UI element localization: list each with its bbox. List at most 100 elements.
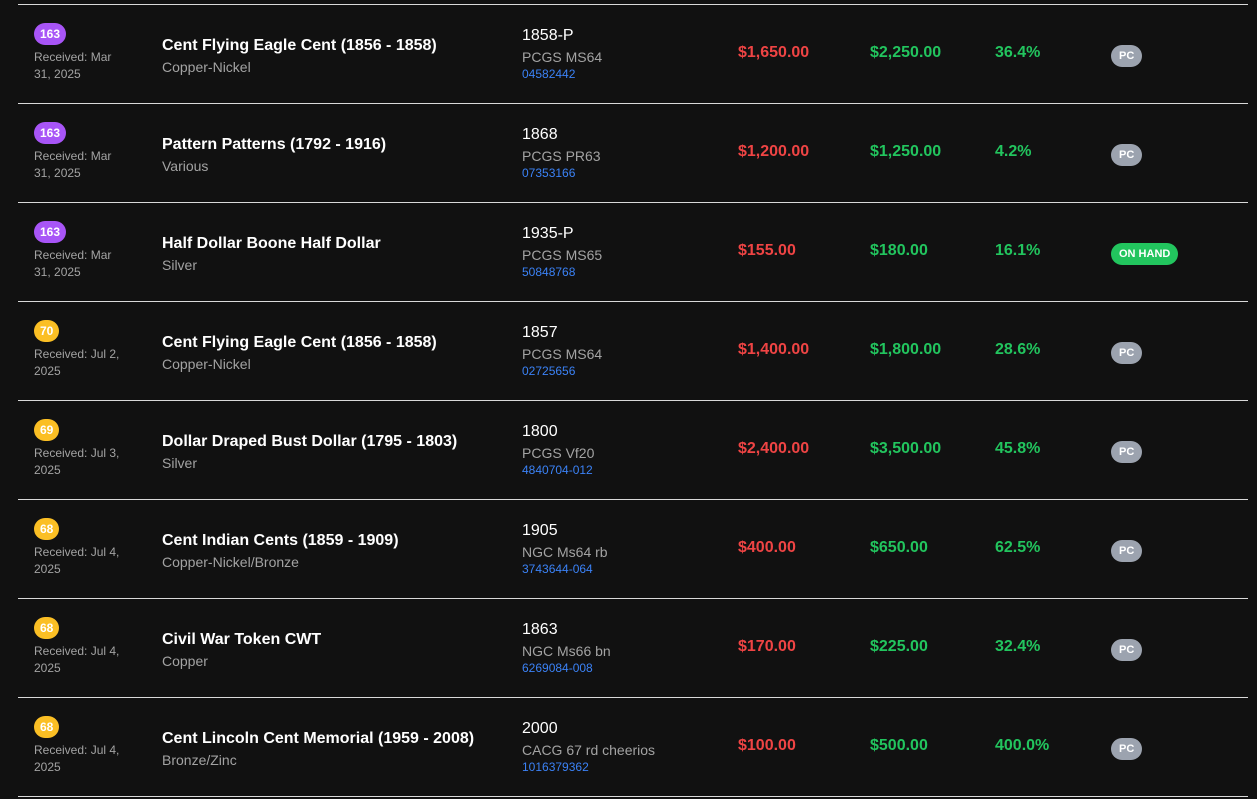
age-cell: 68 Received: Jul 4, 2025 (34, 617, 144, 677)
status-cell: ON HAND (1111, 243, 1179, 265)
coin-metal: Copper-Nickel (162, 356, 251, 372)
cert-link[interactable]: 07353166 (522, 166, 576, 180)
age-cell: 70 Received: Jul 2, 2025 (34, 320, 144, 380)
received-date: Received: Jul 3, 2025 (34, 446, 120, 477)
age-cell: 68 Received: Jul 4, 2025 (34, 518, 144, 578)
age-badge: 70 (34, 320, 60, 342)
status-cell: PC (1111, 342, 1143, 364)
status-cell: PC (1111, 45, 1143, 67)
coin-year: 1857 (522, 324, 558, 341)
age-badge: 69 (34, 419, 60, 441)
received-date: Received: Mar 31, 2025 (34, 248, 112, 279)
market-value: $225.00 (870, 638, 928, 655)
status-badge[interactable]: PC (1111, 540, 1143, 562)
market-value: $3,500.00 (870, 440, 942, 457)
coin-title: Half Dollar Boone Half Dollar (162, 235, 381, 252)
status-cell: PC (1111, 540, 1143, 562)
cert-link[interactable]: 4840704-012 (522, 463, 593, 477)
coin-metal: Silver (162, 257, 198, 273)
coin-grade: CACG 67 rd cheerios (522, 742, 656, 758)
grade-cell: 1935-P PCGS MS65 50848768 (522, 224, 722, 280)
status-badge[interactable]: PC (1111, 45, 1143, 67)
description-cell: Pattern Patterns (1792 - 1916) Various (162, 135, 502, 175)
cost-value: $100.00 (738, 737, 796, 754)
coin-grade: PCGS Vf20 (522, 445, 595, 461)
cert-link[interactable]: 6269084-008 (522, 661, 593, 675)
coin-year: 1905 (522, 522, 558, 539)
table-row[interactable]: 163 Received: Mar 31, 2025 Cent Flying E… (18, 5, 1248, 104)
market-value: $1,250.00 (870, 143, 942, 160)
received-date: Received: Jul 2, 2025 (34, 347, 120, 378)
description-cell: Cent Flying Eagle Cent (1856 - 1858) Cop… (162, 36, 502, 76)
inventory-table: 163 Received: Mar 31, 2025 Cent Flying E… (18, 0, 1248, 797)
market-value: $500.00 (870, 737, 928, 754)
status-badge[interactable]: PC (1111, 144, 1143, 166)
coin-title: Cent Flying Eagle Cent (1856 - 1858) (162, 334, 437, 351)
description-cell: Cent Indian Cents (1859 - 1909) Copper-N… (162, 531, 502, 571)
age-cell: 163 Received: Mar 31, 2025 (34, 122, 144, 182)
cert-link[interactable]: 50848768 (522, 265, 576, 279)
cert-link[interactable]: 02725656 (522, 364, 576, 378)
cost-value: $1,650.00 (738, 44, 810, 61)
received-date: Received: Mar 31, 2025 (34, 149, 112, 180)
coin-title: Pattern Patterns (1792 - 1916) (162, 136, 387, 153)
status-badge[interactable]: PC (1111, 639, 1143, 661)
status-cell: PC (1111, 144, 1143, 166)
coin-metal: Copper (162, 653, 208, 669)
status-badge[interactable]: PC (1111, 441, 1143, 463)
grade-cell: 1863 NGC Ms66 bn 6269084-008 (522, 620, 722, 676)
gain-percent: 400.0% (995, 737, 1050, 754)
gain-percent: 16.1% (995, 242, 1041, 259)
status-cell: PC (1111, 441, 1143, 463)
cert-link[interactable]: 04582442 (522, 67, 576, 81)
coin-year: 1868 (522, 126, 558, 143)
coin-year: 2000 (522, 720, 558, 737)
status-badge[interactable]: PC (1111, 342, 1143, 364)
status-cell: PC (1111, 738, 1143, 760)
description-cell: Civil War Token CWT Copper (162, 630, 502, 670)
cost-value: $1,400.00 (738, 341, 810, 358)
age-cell: 68 Received: Jul 4, 2025 (34, 716, 144, 776)
market-value: $650.00 (870, 539, 928, 556)
table-row[interactable]: 68 Received: Jul 4, 2025 Cent Lincoln Ce… (18, 698, 1248, 797)
table-row[interactable]: 69 Received: Jul 3, 2025 Dollar Draped B… (18, 401, 1248, 500)
table-row[interactable]: 163 Received: Mar 31, 2025 Half Dollar B… (18, 203, 1248, 302)
coin-title: Civil War Token CWT (162, 631, 322, 648)
coin-metal: Copper-Nickel (162, 59, 251, 75)
received-date: Received: Mar 31, 2025 (34, 50, 112, 81)
description-cell: Cent Lincoln Cent Memorial (1959 - 2008)… (162, 729, 502, 769)
cert-link[interactable]: 3743644-064 (522, 562, 593, 576)
gain-percent: 36.4% (995, 44, 1041, 61)
coin-metal: Silver (162, 455, 198, 471)
coin-title: Dollar Draped Bust Dollar (1795 - 1803) (162, 433, 458, 450)
cost-value: $1,200.00 (738, 143, 810, 160)
cost-value: $155.00 (738, 242, 796, 259)
status-cell: PC (1111, 639, 1143, 661)
status-badge[interactable]: PC (1111, 738, 1143, 760)
cost-value: $400.00 (738, 539, 796, 556)
cert-link[interactable]: 1016379362 (522, 760, 589, 774)
coin-grade: PCGS MS64 (522, 346, 603, 362)
coin-year: 1858-P (522, 27, 574, 44)
table-row[interactable]: 70 Received: Jul 2, 2025 Cent Flying Eag… (18, 302, 1248, 401)
table-row[interactable]: 68 Received: Jul 4, 2025 Civil War Token… (18, 599, 1248, 698)
coin-title: Cent Lincoln Cent Memorial (1959 - 2008) (162, 730, 475, 747)
grade-cell: 1857 PCGS MS64 02725656 (522, 323, 722, 379)
coin-title: Cent Indian Cents (1859 - 1909) (162, 532, 399, 549)
table-row[interactable]: 68 Received: Jul 4, 2025 Cent Indian Cen… (18, 500, 1248, 599)
grade-cell: 1800 PCGS Vf20 4840704-012 (522, 422, 722, 478)
received-date: Received: Jul 4, 2025 (34, 644, 120, 675)
market-value: $2,250.00 (870, 44, 942, 61)
received-date: Received: Jul 4, 2025 (34, 743, 120, 774)
status-badge[interactable]: ON HAND (1111, 243, 1179, 265)
age-cell: 163 Received: Mar 31, 2025 (34, 23, 144, 83)
age-badge: 163 (34, 221, 67, 243)
table-row[interactable]: 163 Received: Mar 31, 2025 Pattern Patte… (18, 104, 1248, 203)
gain-percent: 28.6% (995, 341, 1041, 358)
description-cell: Half Dollar Boone Half Dollar Silver (162, 234, 502, 274)
gain-percent: 32.4% (995, 638, 1041, 655)
grade-cell: 1858-P PCGS MS64 04582442 (522, 26, 722, 82)
age-badge: 163 (34, 23, 67, 45)
grade-cell: 1905 NGC Ms64 rb 3743644-064 (522, 521, 722, 577)
gain-percent: 62.5% (995, 539, 1041, 556)
